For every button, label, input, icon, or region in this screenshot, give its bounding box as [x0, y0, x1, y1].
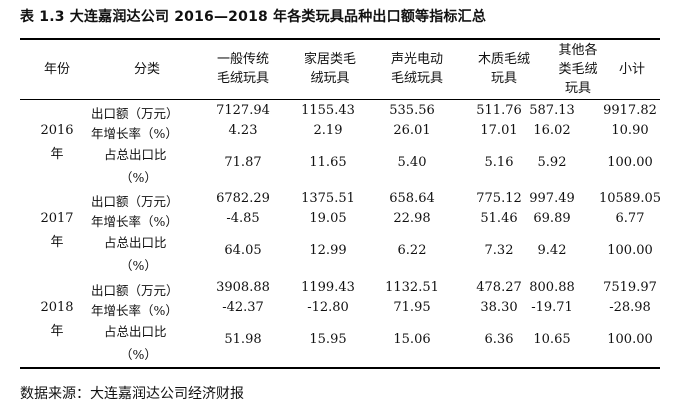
- value-cell: 775.12: [476, 191, 522, 206]
- year-cell: 2016 年: [27, 119, 87, 167]
- year-cell: 2017 年: [27, 207, 87, 255]
- value-cell: 5.40: [397, 155, 427, 170]
- value-cell: 997.49: [529, 191, 575, 206]
- row-label: 年增长率（%）: [91, 126, 178, 141]
- value-cell: 9917.82: [603, 103, 657, 118]
- value-cell: 100.00: [607, 243, 653, 258]
- value-cell: 10.65: [533, 332, 571, 347]
- year-text: 年: [50, 147, 64, 162]
- row-label: 占总出口比 （%）: [104, 235, 167, 273]
- value-cell: 535.56: [389, 103, 435, 118]
- value-cell: 7519.97: [603, 280, 657, 295]
- value-cell: 51.46: [480, 211, 518, 226]
- value-cell: 12.99: [309, 243, 347, 258]
- value-cell: 64.05: [224, 243, 262, 258]
- header-col-other: 其他各 类毛绒 玩具: [558, 42, 598, 96]
- value-cell: 1199.43: [301, 280, 355, 295]
- value-cell: 1155.43: [301, 103, 355, 118]
- row-label: 出口额（万元）: [91, 194, 179, 209]
- value-cell: -19.71: [531, 300, 573, 315]
- value-cell: -28.98: [609, 300, 651, 315]
- value-cell: 587.13: [529, 103, 575, 118]
- value-cell: 658.64: [389, 191, 435, 206]
- value-cell: 11.65: [309, 155, 347, 170]
- value-cell: 6.77: [615, 211, 645, 226]
- value-cell: 15.95: [309, 332, 347, 347]
- value-cell: 51.98: [224, 332, 262, 347]
- year-text: 2018: [40, 300, 74, 315]
- value-cell: 26.01: [393, 123, 431, 138]
- table-top-rule: [20, 38, 660, 40]
- year-text: 年: [50, 324, 64, 339]
- row-label: 年增长率（%）: [91, 214, 178, 229]
- value-cell: 3908.88: [216, 280, 270, 295]
- value-cell: 100.00: [607, 332, 653, 347]
- value-cell: 6782.29: [216, 191, 270, 206]
- value-cell: -12.80: [307, 300, 349, 315]
- value-cell: -4.85: [226, 211, 260, 226]
- value-cell: 71.95: [393, 300, 431, 315]
- row-label: 出口额（万元）: [91, 283, 179, 298]
- value-cell: 10589.05: [598, 191, 662, 206]
- value-cell: 38.30: [480, 300, 518, 315]
- value-cell: 4.23: [228, 123, 258, 138]
- row-label: 占总出口比 （%）: [104, 147, 167, 185]
- year-text: 2016: [40, 123, 74, 138]
- header-category: 分类: [133, 61, 160, 77]
- value-cell: 69.89: [533, 211, 571, 226]
- year-text: 2017: [40, 211, 74, 226]
- value-cell: 511.76: [476, 103, 522, 118]
- header-col-electric: 声光电动 毛绒玩具: [390, 52, 443, 86]
- value-cell: 15.06: [393, 332, 431, 347]
- value-cell: 1375.51: [301, 191, 355, 206]
- value-cell: 22.98: [393, 211, 431, 226]
- value-cell: 7.32: [484, 243, 514, 258]
- table-title: 表 1.3 大连嘉润达公司 2016—2018 年各类玩具品种出口额等指标汇总: [20, 9, 487, 25]
- header-col-subtotal: 小计: [618, 61, 645, 77]
- table-bottom-rule: [20, 367, 660, 369]
- year-cell: 2018 年: [27, 296, 87, 344]
- year-text: 年: [50, 235, 64, 250]
- value-cell: 100.00: [607, 155, 653, 170]
- value-cell: 5.92: [537, 155, 567, 170]
- row-label: 占总出口比 （%）: [104, 324, 167, 362]
- value-cell: 19.05: [309, 211, 347, 226]
- value-cell: 9.42: [537, 243, 567, 258]
- value-cell: 2.19: [313, 123, 343, 138]
- header-col-home: 家居类毛 绒玩具: [303, 52, 356, 86]
- data-source-note: 数据来源：大连嘉润达公司经济财报: [20, 386, 244, 402]
- value-cell: 478.27: [476, 280, 522, 295]
- value-cell: 1132.51: [385, 280, 439, 295]
- value-cell: 7127.94: [216, 103, 270, 118]
- header-col-wooden: 木质毛绒 玩具: [477, 52, 530, 86]
- row-label: 年增长率（%）: [91, 303, 178, 318]
- header-year: 年份: [43, 61, 70, 77]
- value-cell: 800.88: [529, 280, 575, 295]
- value-cell: 71.87: [224, 155, 262, 170]
- value-cell: 10.90: [611, 123, 649, 138]
- header-col-traditional: 一般传统 毛绒玩具: [216, 52, 269, 86]
- row-label: 出口额（万元）: [91, 106, 179, 121]
- value-cell: -42.37: [222, 300, 264, 315]
- value-cell: 17.01: [480, 123, 518, 138]
- value-cell: 6.36: [484, 332, 514, 347]
- value-cell: 5.16: [484, 155, 514, 170]
- table-header-rule: [20, 99, 660, 100]
- value-cell: 6.22: [397, 243, 427, 258]
- value-cell: 16.02: [533, 123, 571, 138]
